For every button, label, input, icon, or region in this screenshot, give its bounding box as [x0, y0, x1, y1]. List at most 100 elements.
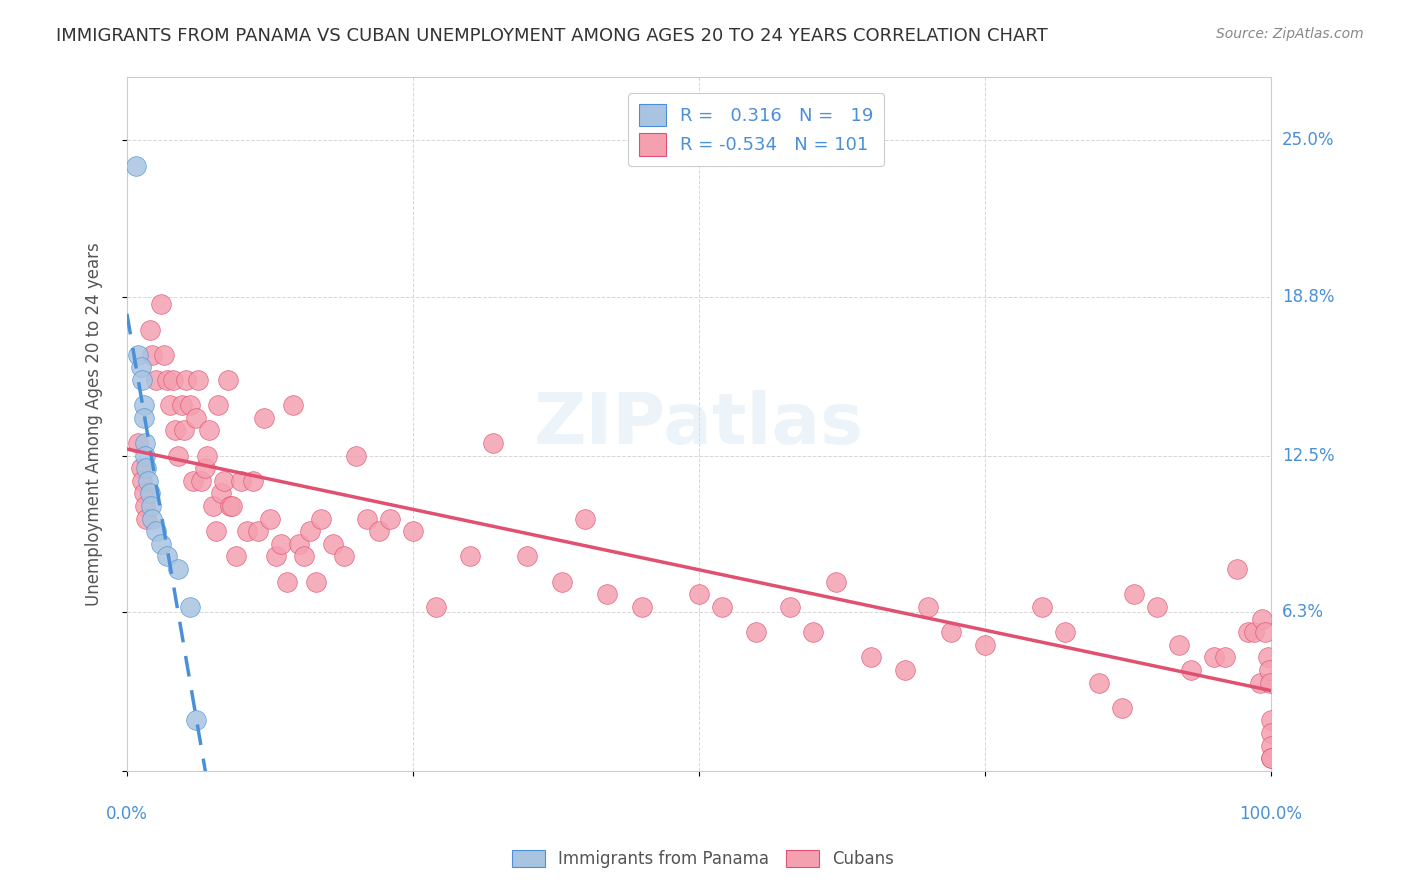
Text: 100.0%: 100.0% [1240, 805, 1302, 823]
Point [209, 486, 232, 500]
Point [127, 436, 149, 450]
Point [236, 524, 259, 539]
Point [135, 461, 157, 475]
Point [159, 398, 181, 412]
Point [1257, 663, 1279, 677]
Point [264, 549, 287, 564]
Point [134, 499, 156, 513]
Text: 18.8%: 18.8% [1282, 288, 1334, 306]
Point [150, 297, 173, 311]
Point [281, 398, 304, 412]
Point [242, 474, 264, 488]
Point [212, 474, 235, 488]
Text: 25.0%: 25.0% [1282, 131, 1334, 150]
Point [917, 599, 939, 614]
Point [125, 159, 148, 173]
Point [1249, 675, 1271, 690]
Point [458, 549, 481, 564]
Point [1260, 714, 1282, 728]
Point [1111, 700, 1133, 714]
Point [195, 449, 218, 463]
Point [201, 499, 224, 513]
Point [1260, 726, 1282, 740]
Point [167, 449, 190, 463]
Point [550, 574, 572, 589]
Point [1243, 625, 1265, 640]
Point [198, 424, 221, 438]
Point [1257, 650, 1279, 665]
Text: ZIPatlas: ZIPatlas [534, 390, 865, 458]
Point [292, 549, 315, 564]
Y-axis label: Unemployment Among Ages 20 to 24 years: Unemployment Among Ages 20 to 24 years [86, 243, 103, 606]
Text: 0.0%: 0.0% [105, 805, 148, 823]
Point [859, 650, 882, 665]
Point [574, 511, 596, 525]
Point [311, 511, 333, 525]
Point [1260, 751, 1282, 765]
Point [425, 599, 447, 614]
Point [1258, 675, 1281, 690]
Point [1180, 663, 1202, 677]
Point [1088, 675, 1111, 690]
Point [184, 714, 207, 728]
Point [179, 599, 201, 614]
Point [221, 499, 243, 513]
Point [163, 424, 186, 438]
Text: IMMIGRANTS FROM PANAMA VS CUBAN UNEMPLOYMENT AMONG AGES 20 TO 24 YEARS CORRELATI: IMMIGRANTS FROM PANAMA VS CUBAN UNEMPLOY… [56, 27, 1047, 45]
Point [253, 410, 276, 425]
Point [1254, 625, 1277, 640]
Point [127, 348, 149, 362]
Point [176, 373, 198, 387]
Point [710, 599, 733, 614]
Point [194, 461, 217, 475]
Point [1250, 612, 1272, 626]
Point [217, 373, 239, 387]
Point [1168, 638, 1191, 652]
Legend: R =   0.316   N =   19, R = -0.534   N = 101: R = 0.316 N = 19, R = -0.534 N = 101 [628, 94, 884, 166]
Point [156, 373, 179, 387]
Point [131, 474, 153, 488]
Point [367, 524, 389, 539]
Legend: Immigrants from Panama, Cubans: Immigrants from Panama, Cubans [505, 843, 901, 875]
Point [939, 625, 962, 640]
Point [516, 549, 538, 564]
Point [129, 461, 152, 475]
Point [145, 373, 167, 387]
Point [145, 524, 167, 539]
Text: 6.3%: 6.3% [1282, 603, 1324, 621]
Point [596, 587, 619, 601]
Point [132, 486, 155, 500]
Point [187, 373, 209, 387]
Point [139, 499, 162, 513]
Point [1213, 650, 1236, 665]
Point [156, 549, 179, 564]
Point [134, 449, 156, 463]
Point [150, 537, 173, 551]
Point [333, 549, 356, 564]
Point [894, 663, 917, 677]
Point [184, 410, 207, 425]
Point [322, 537, 344, 551]
Point [1226, 562, 1249, 576]
Point [270, 537, 292, 551]
Point [1146, 599, 1168, 614]
Point [276, 574, 298, 589]
Point [259, 511, 281, 525]
Point [1237, 625, 1260, 640]
Point [173, 424, 195, 438]
Point [974, 638, 997, 652]
Point [131, 373, 153, 387]
Point [1054, 625, 1077, 640]
Point [170, 398, 193, 412]
Point [132, 398, 155, 412]
Point [135, 511, 157, 525]
Point [745, 625, 768, 640]
Point [139, 486, 162, 500]
Point [129, 360, 152, 375]
Point [1260, 751, 1282, 765]
Point [1122, 587, 1144, 601]
Point [1031, 599, 1053, 614]
Point [1260, 739, 1282, 753]
Point [179, 398, 201, 412]
Text: 12.5%: 12.5% [1282, 447, 1334, 465]
